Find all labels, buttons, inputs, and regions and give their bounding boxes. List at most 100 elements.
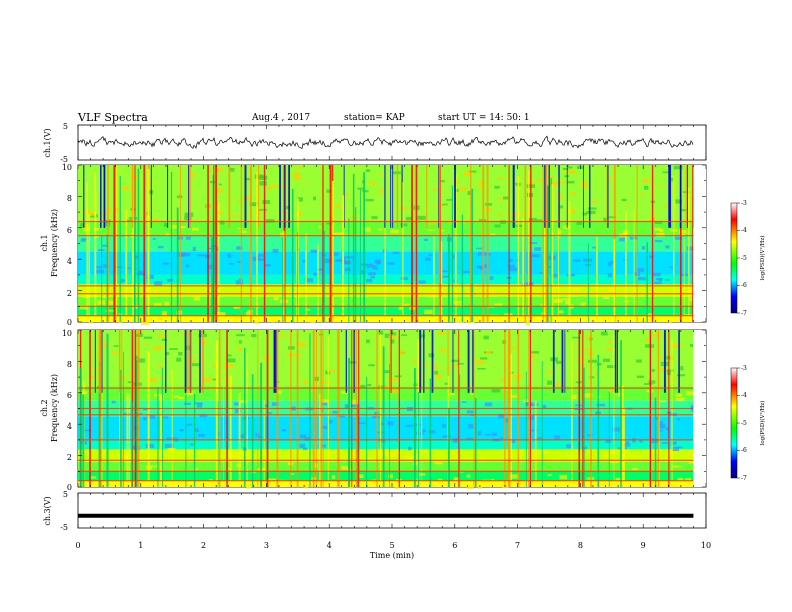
spectrogram-speckle — [431, 484, 436, 487]
spectrogram-burst — [98, 361, 101, 487]
spectrogram-speckle — [660, 357, 664, 360]
spectrogram-speckle — [431, 369, 438, 372]
spectrogram-burst — [613, 239, 616, 322]
spectrogram-speckle — [290, 472, 295, 475]
spectrogram-speckle — [510, 439, 516, 443]
spectrogram-speckle — [341, 465, 350, 470]
spectrogram-speckle — [347, 454, 354, 459]
spectrogram-burst — [384, 165, 386, 228]
spectrogram-speckle — [668, 320, 673, 324]
spectrogram-speckle — [405, 456, 415, 461]
spectrogram-speckle — [677, 477, 683, 483]
spectrogram-speckle — [400, 223, 408, 227]
spectrogram-speckle — [509, 474, 519, 479]
spectrogram-speckle — [547, 165, 552, 168]
spectrogram-speckle — [424, 309, 433, 314]
station-label: station= KAP — [344, 113, 405, 123]
spectrogram-speckle — [441, 203, 448, 206]
spectrogram-speckle — [434, 364, 439, 369]
spectrogram-speckle — [617, 392, 621, 397]
spectrogram-burst — [137, 168, 140, 322]
spectrogram-burst — [472, 330, 474, 393]
spectrogram-speckle — [206, 285, 215, 290]
spectrogram-burst — [106, 234, 108, 322]
spectrogram-speckle — [153, 218, 159, 223]
spectrogram-speckle — [639, 440, 643, 443]
spectrogram-burst — [545, 165, 548, 322]
spectrogram-speckle — [670, 178, 675, 182]
spectrogram-burst — [193, 394, 196, 487]
spectrogram-speckle — [304, 437, 311, 441]
spectrogram-speckle — [424, 257, 431, 261]
colorbar-ch2 — [730, 367, 738, 479]
spectrogram-speckle — [93, 228, 100, 231]
spectrogram-speckle — [427, 229, 435, 232]
xtick-label: 3 — [264, 541, 269, 550]
spectrogram-speckle — [455, 188, 459, 193]
spectrogram-speckle — [596, 362, 602, 366]
spectrogram-speckle — [497, 177, 505, 180]
spectrogram-speckle — [542, 404, 547, 409]
spectrogram-speckle — [78, 305, 88, 310]
spectrogram-band — [78, 416, 694, 440]
spectrogram-burst — [384, 219, 387, 322]
spectrogram-speckle — [465, 320, 475, 324]
spectrogram-speckle — [572, 170, 577, 174]
spectrogram-speckle — [643, 383, 653, 385]
spectrogram-speckle — [675, 393, 683, 397]
spectrogram-speckle — [580, 181, 588, 185]
spectrogram-speckle — [527, 415, 535, 420]
spectrogram-speckle — [432, 188, 439, 191]
spectrogram-band — [78, 439, 694, 450]
spectrogram-speckle — [610, 260, 616, 264]
spectrogram-speckle — [238, 347, 242, 352]
spectrogram-speckle — [83, 227, 90, 232]
spectrogram-speckle — [192, 246, 196, 252]
spectrogram-speckle — [465, 437, 474, 440]
spectrogram-line — [78, 414, 694, 416]
spectrogram-speckle — [626, 202, 630, 206]
ch1-ytick-top: 5 — [63, 122, 68, 131]
spectrogram-speckle — [374, 259, 382, 264]
spectrogram-speckle — [236, 246, 243, 250]
spectrogram-burst — [228, 165, 231, 228]
spectrogram-burst — [448, 408, 450, 487]
cb2-tick: -4 — [741, 392, 747, 399]
spec2-ylabel-channel: ch.2 — [40, 399, 49, 416]
spectrogram-speckle — [607, 177, 611, 181]
spectrogram-speckle — [357, 187, 365, 190]
xtick-label: 8 — [578, 541, 583, 550]
spectrogram-speckle — [391, 455, 396, 458]
spectrogram-speckle — [459, 187, 467, 192]
spectrogram-burst — [680, 165, 682, 322]
spectrogram-speckle — [666, 369, 674, 372]
spectrogram-speckle — [652, 272, 661, 277]
spectrogram-speckle — [607, 287, 613, 292]
spectrogram-burst — [147, 168, 150, 322]
spectrogram-speckle — [391, 332, 397, 336]
spectrogram-burst — [454, 174, 457, 322]
spectrogram-speckle — [170, 225, 178, 229]
spectrogram-speckle — [330, 451, 335, 454]
spec2-ytick-8: 8 — [67, 360, 72, 369]
spectrogram-burst — [98, 330, 101, 393]
spectrogram-burst — [244, 347, 246, 487]
spectrogram-speckle — [554, 435, 561, 440]
spectrogram-speckle — [246, 486, 251, 489]
spectrogram-burst — [215, 340, 218, 487]
ch1-ylabel: ch.1(V) — [43, 128, 52, 157]
spectrogram-speckle — [132, 255, 139, 259]
spectrogram-burst — [274, 330, 277, 393]
spectrogram-speckle — [608, 262, 612, 267]
spectrogram-speckle — [285, 205, 291, 210]
spectrogram-burst — [120, 369, 122, 487]
spectrogram-speckle — [390, 451, 398, 456]
spectrogram-speckle — [303, 484, 308, 489]
spectrogram-burst — [165, 330, 167, 393]
spectrogram-burst — [329, 165, 332, 322]
spectrogram-speckle — [534, 247, 542, 251]
spectrogram-speckle — [584, 393, 593, 398]
spectrogram-speckle — [576, 222, 583, 225]
spectrogram-speckle — [664, 205, 671, 208]
spectrogram-burst — [546, 185, 549, 322]
